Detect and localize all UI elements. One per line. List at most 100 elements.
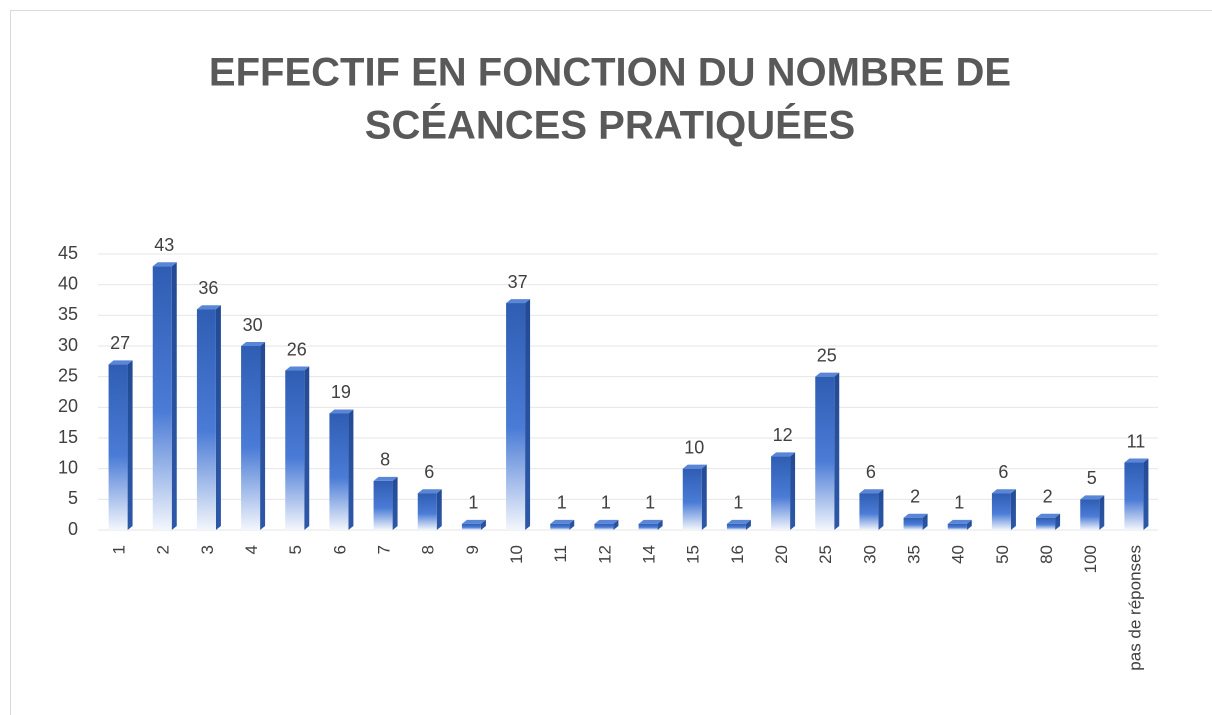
x-tick-label: 50 xyxy=(993,545,1012,564)
x-tick-label: 15 xyxy=(684,545,703,564)
bar xyxy=(594,523,614,530)
x-tick-label: 3 xyxy=(198,545,217,554)
bar-top xyxy=(1080,495,1105,500)
y-tick-label: 20 xyxy=(58,396,78,416)
bar-side xyxy=(657,519,663,530)
bar-top xyxy=(285,366,310,371)
bar xyxy=(815,376,835,530)
bar-side xyxy=(745,519,751,530)
bar xyxy=(550,523,570,530)
bar-side xyxy=(922,513,928,530)
bar xyxy=(461,523,481,530)
bar-top xyxy=(373,476,398,481)
x-tick-label: 9 xyxy=(463,545,482,554)
data-label: 37 xyxy=(508,272,528,292)
bar xyxy=(417,493,437,530)
bar-top xyxy=(196,305,221,310)
chart-title: SCÉANCES PRATIQUÉES xyxy=(365,103,855,148)
bar xyxy=(859,493,879,530)
data-label: 10 xyxy=(684,437,704,457)
bar-side xyxy=(878,489,884,530)
bar-side xyxy=(525,299,531,530)
x-tick-label: 25 xyxy=(816,545,835,564)
bar xyxy=(285,370,305,530)
bar xyxy=(152,266,172,530)
bar xyxy=(947,523,967,530)
y-tick-label: 30 xyxy=(58,335,78,355)
bar-top xyxy=(859,489,884,494)
bar-top xyxy=(461,519,486,524)
y-tick-label: 15 xyxy=(58,427,78,447)
bar-top xyxy=(726,519,751,524)
bar-top xyxy=(815,372,840,377)
data-label: 1 xyxy=(468,493,478,513)
bar-side xyxy=(215,305,221,530)
x-tick-label: 30 xyxy=(860,545,879,564)
x-tick-label: 80 xyxy=(1037,545,1056,564)
bar-side xyxy=(127,360,133,530)
x-tick-label: 2 xyxy=(154,545,173,554)
bar xyxy=(682,468,702,530)
data-label: 6 xyxy=(998,462,1008,482)
bar-top xyxy=(947,519,972,524)
bar-top xyxy=(108,360,133,365)
bar-side xyxy=(171,262,177,530)
bar-side xyxy=(480,519,486,530)
x-tick-label: 14 xyxy=(640,545,659,564)
bar xyxy=(329,413,349,530)
y-tick-label: 40 xyxy=(58,273,78,293)
bar xyxy=(241,346,261,530)
data-label: 12 xyxy=(773,425,793,445)
x-tick-label: 7 xyxy=(375,545,394,554)
y-tick-label: 45 xyxy=(58,243,78,263)
data-label: 1 xyxy=(557,493,567,513)
bar xyxy=(506,303,526,530)
bar-side xyxy=(613,519,619,530)
data-label: 25 xyxy=(817,345,837,365)
bar-side xyxy=(1055,513,1061,530)
x-tick-label: 4 xyxy=(242,545,261,554)
bar-top xyxy=(1124,458,1149,463)
x-tick-label: 12 xyxy=(595,545,614,564)
bar-side xyxy=(436,489,442,530)
data-label: 6 xyxy=(424,462,434,482)
bar xyxy=(1124,462,1144,530)
bar xyxy=(373,480,393,530)
bar-top xyxy=(638,519,663,524)
bar xyxy=(108,364,128,530)
y-tick-label: 35 xyxy=(58,304,78,324)
x-tick-label: 35 xyxy=(905,545,924,564)
data-label: 6 xyxy=(866,462,876,482)
bar-side xyxy=(790,452,796,530)
bar xyxy=(196,309,216,530)
bar-top xyxy=(1036,513,1061,518)
bar-side xyxy=(834,372,840,530)
y-tick-label: 0 xyxy=(68,519,78,539)
bar-top xyxy=(506,299,531,304)
bar-side xyxy=(701,464,707,530)
bar-top xyxy=(329,409,354,414)
bar xyxy=(771,456,791,530)
bar-side xyxy=(1010,489,1016,530)
data-label: 1 xyxy=(733,493,743,513)
data-label: 30 xyxy=(243,315,263,335)
chart-title: EFFECTIF EN FONCTION DU NOMBRE DE xyxy=(209,51,1011,95)
bar xyxy=(903,517,923,530)
bar-side xyxy=(569,519,575,530)
data-label: 2 xyxy=(1043,486,1053,506)
bar-top xyxy=(241,342,266,346)
bar xyxy=(1080,499,1100,530)
y-tick-label: 5 xyxy=(68,488,78,508)
data-label: 1 xyxy=(645,493,655,513)
data-label: 26 xyxy=(287,339,307,359)
bar-side xyxy=(392,476,398,530)
data-label: 2 xyxy=(910,486,920,506)
data-label: 1 xyxy=(954,493,964,513)
x-tick-label: 5 xyxy=(286,545,305,554)
bar xyxy=(991,493,1011,530)
x-tick-label: 1 xyxy=(110,545,129,554)
data-label: 36 xyxy=(198,278,218,298)
bar-top xyxy=(903,513,928,518)
data-label: 5 xyxy=(1087,468,1097,488)
bar-side xyxy=(260,342,266,530)
